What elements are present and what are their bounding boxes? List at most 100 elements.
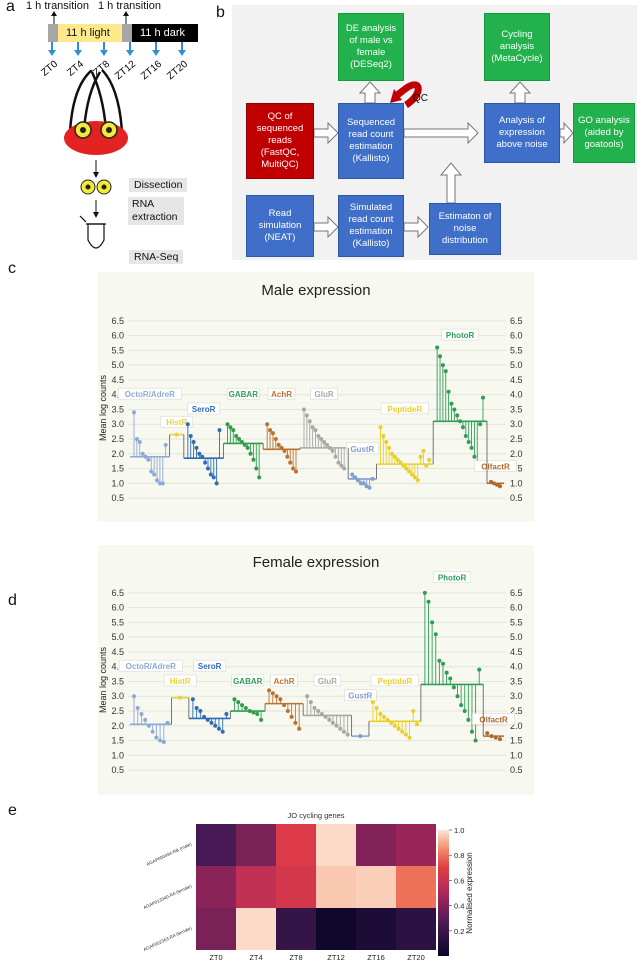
y-tick-label-right: 6.5 bbox=[510, 316, 523, 326]
data-point bbox=[492, 481, 496, 486]
y-tick-label-left: 4.5 bbox=[111, 375, 124, 385]
data-point bbox=[165, 720, 170, 725]
y-tick-label-right: 1.5 bbox=[510, 736, 523, 746]
tube-icon bbox=[79, 215, 106, 249]
data-point bbox=[444, 670, 449, 675]
timepoint-arrowhead bbox=[152, 50, 160, 56]
data-point bbox=[236, 700, 241, 705]
data-point bbox=[407, 735, 412, 740]
group-peptider: PeptideR bbox=[368, 674, 421, 740]
y-tick-label-left: 6.0 bbox=[111, 331, 124, 341]
data-point bbox=[389, 720, 394, 725]
group-olfactr: OlfactR bbox=[472, 713, 516, 742]
data-point bbox=[435, 345, 440, 350]
data-point bbox=[378, 711, 383, 716]
data-point bbox=[358, 734, 363, 739]
y-axis-label: Mean log counts bbox=[98, 646, 108, 713]
box-sim-count: Simulated read count estimation (Kallist… bbox=[338, 195, 404, 257]
data-point bbox=[489, 479, 493, 484]
data-point bbox=[367, 485, 372, 490]
y-tick-label-left: 2.5 bbox=[111, 706, 124, 716]
group-peptider: PeptideR bbox=[376, 402, 434, 483]
data-point bbox=[308, 700, 313, 705]
y-tick-label-right: 0.5 bbox=[510, 765, 523, 775]
data-point bbox=[208, 472, 213, 477]
y-axis-label: Mean log counts bbox=[98, 374, 108, 441]
chart-title: Male expression bbox=[261, 282, 370, 299]
y-tick-label-right: 6.0 bbox=[510, 603, 523, 613]
data-point bbox=[211, 475, 216, 480]
group-glur: GluR bbox=[300, 387, 349, 471]
data-point bbox=[285, 709, 290, 714]
heatmap-row-label: AGAP002363-RA (female) bbox=[142, 925, 192, 952]
heatmap-cell bbox=[356, 908, 396, 950]
data-point bbox=[220, 729, 225, 734]
data-point bbox=[194, 445, 199, 450]
data-point bbox=[152, 472, 157, 477]
data-point bbox=[458, 419, 463, 424]
panel-letter-d: d bbox=[8, 592, 17, 609]
data-point bbox=[452, 407, 457, 412]
data-point bbox=[242, 442, 247, 447]
data-point bbox=[205, 717, 210, 722]
panel-letter-b: b bbox=[216, 4, 225, 21]
group-label: GustR bbox=[348, 692, 372, 701]
data-point bbox=[160, 481, 165, 486]
data-point bbox=[396, 726, 401, 731]
y-tick-label-left: 6.0 bbox=[111, 603, 124, 613]
panel-letter-c: c bbox=[8, 260, 16, 277]
group-label-box bbox=[472, 713, 516, 725]
data-point bbox=[438, 354, 443, 359]
data-point bbox=[254, 466, 259, 471]
y-tick-label-right: 0.5 bbox=[510, 493, 523, 503]
step-rna-extraction: RNA extraction bbox=[128, 197, 184, 225]
group-label-box bbox=[187, 402, 220, 415]
transition-label-right: 1 h transition bbox=[98, 0, 161, 12]
chart-title: Female expression bbox=[253, 554, 380, 571]
data-point bbox=[463, 434, 468, 439]
data-point bbox=[251, 457, 256, 462]
timepoint-arrowhead bbox=[48, 50, 56, 56]
group-label: GluR bbox=[315, 390, 334, 399]
y-tick-label-left: 1.5 bbox=[111, 736, 124, 746]
data-point bbox=[493, 735, 498, 740]
group-label-box bbox=[433, 571, 471, 583]
data-point bbox=[310, 425, 315, 430]
data-point bbox=[322, 439, 327, 444]
dark-bar bbox=[132, 24, 198, 42]
timepoint-arrowhead bbox=[178, 50, 186, 56]
data-point bbox=[185, 422, 190, 427]
data-point bbox=[455, 694, 460, 699]
data-point bbox=[132, 694, 136, 699]
group-label-box bbox=[267, 387, 296, 400]
data-point bbox=[446, 389, 451, 394]
data-point bbox=[313, 428, 318, 433]
timepoint-arrowhead bbox=[100, 50, 108, 56]
female-expression-chart: Female expression 0.5 0.5 1.0 1.0 1.5 1.5 2.0 2.… bbox=[98, 554, 523, 775]
y-tick-label-right: 4.0 bbox=[510, 390, 523, 400]
group-label: PeptideR bbox=[387, 405, 422, 414]
data-point bbox=[265, 422, 270, 427]
step-rna-seq: RNA-Seq bbox=[129, 250, 184, 264]
colorbar-tick-label: 0.2 bbox=[454, 927, 464, 936]
data-point bbox=[150, 729, 155, 734]
group-olfactr: OlfactR bbox=[473, 460, 517, 489]
y-tick-label-right: 3.0 bbox=[510, 691, 523, 701]
group-label-box bbox=[441, 328, 479, 341]
y-tick-label-left: 4.0 bbox=[111, 662, 124, 672]
data-point bbox=[161, 740, 166, 745]
data-point bbox=[412, 475, 417, 480]
box-qc: QC of sequenced reads (FastQC, MultiQC) bbox=[246, 103, 314, 179]
data-point bbox=[209, 720, 214, 725]
data-point bbox=[305, 694, 310, 699]
data-point bbox=[146, 457, 151, 462]
heatmap-cell bbox=[196, 908, 236, 950]
data-point bbox=[282, 703, 287, 708]
data-point bbox=[302, 407, 306, 412]
data-point bbox=[469, 729, 474, 734]
qc-loop-label: QC bbox=[413, 93, 428, 104]
data-point bbox=[339, 463, 344, 468]
data-point bbox=[334, 723, 339, 728]
data-point bbox=[163, 442, 168, 447]
group-label: PhotoR bbox=[438, 574, 467, 583]
